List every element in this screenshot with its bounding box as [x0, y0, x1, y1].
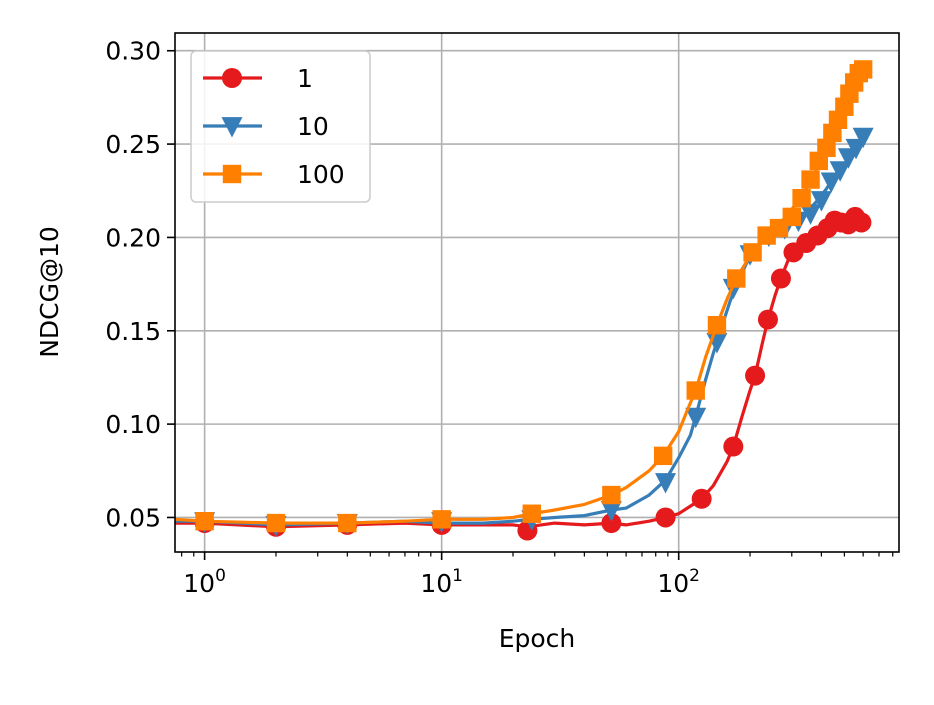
- data-point-1: [745, 365, 766, 386]
- legend-label: 100: [297, 160, 345, 189]
- data-point-10: [600, 501, 622, 522]
- data-point-10: [820, 172, 842, 193]
- data-point-100: [602, 485, 621, 505]
- data-point-10: [810, 191, 832, 212]
- y-tick-label: 0.05: [105, 503, 161, 532]
- data-point-100: [686, 381, 705, 400]
- x-tick-label: 100: [183, 566, 226, 598]
- x-tick-label: 102: [657, 566, 700, 598]
- data-point-10: [685, 407, 707, 429]
- y-tick-label: 0.30: [105, 37, 161, 66]
- data-point-100: [853, 60, 873, 79]
- data-point-100: [801, 170, 820, 189]
- data-point-100: [522, 504, 541, 523]
- x-tick-base: 10: [420, 569, 452, 598]
- y-tick-label: 0.10: [105, 410, 161, 439]
- data-point-1: [601, 513, 622, 534]
- data-point-100: [266, 513, 286, 533]
- data-point-10: [852, 127, 874, 149]
- data-point-100: [782, 207, 801, 227]
- y-tick-label: 0.25: [105, 130, 161, 159]
- plot-frame: [174, 32, 900, 553]
- legend-item-1: 1: [203, 64, 313, 93]
- legend-label: 10: [297, 112, 329, 141]
- legend-marker-1: [222, 68, 242, 88]
- series-layer: [175, 60, 874, 541]
- y-tick-label: 0.15: [105, 317, 161, 346]
- x-tick-exponent: 0: [215, 566, 226, 586]
- grid: [175, 33, 899, 552]
- legend-item-10: 10: [203, 112, 329, 141]
- data-point-1: [757, 309, 778, 330]
- data-point-100: [727, 269, 746, 288]
- data-point-10: [800, 204, 822, 225]
- legend: 1 10 100: [190, 50, 371, 203]
- y-axis-label: NDCG@10: [35, 226, 64, 358]
- legend-marker-100: [222, 164, 242, 184]
- y-tick-label: 0.20: [105, 223, 161, 252]
- data-point-1: [655, 507, 676, 528]
- data-point-1: [770, 268, 791, 289]
- data-point-1: [723, 436, 744, 457]
- data-point-10: [655, 473, 677, 494]
- legend-item-100: 100: [203, 160, 345, 189]
- x-tick-exponent: 2: [689, 566, 700, 586]
- data-point-10: [829, 161, 851, 182]
- data-point-100: [743, 243, 762, 262]
- series-line-10: [175, 135, 865, 527]
- data-point-100: [707, 315, 727, 335]
- series-100: [175, 60, 873, 533]
- data-point-100: [432, 510, 451, 529]
- data-point-100: [338, 513, 357, 533]
- legend-box: [190, 50, 371, 203]
- legend-marker-10: [221, 117, 243, 138]
- data-point-1: [691, 488, 712, 509]
- x-axis-label: Epoch: [499, 624, 576, 653]
- x-tick-base: 10: [183, 569, 215, 598]
- x-tick-exponent: 1: [452, 566, 463, 586]
- data-point-1: [851, 212, 872, 233]
- x-tick-label: 101: [420, 566, 463, 598]
- legend-label: 1: [297, 64, 313, 93]
- data-point-100: [792, 189, 811, 208]
- data-point-100: [653, 446, 673, 466]
- data-point-100: [195, 511, 214, 531]
- x-tick-base: 10: [657, 569, 689, 598]
- data-point-100: [817, 138, 836, 158]
